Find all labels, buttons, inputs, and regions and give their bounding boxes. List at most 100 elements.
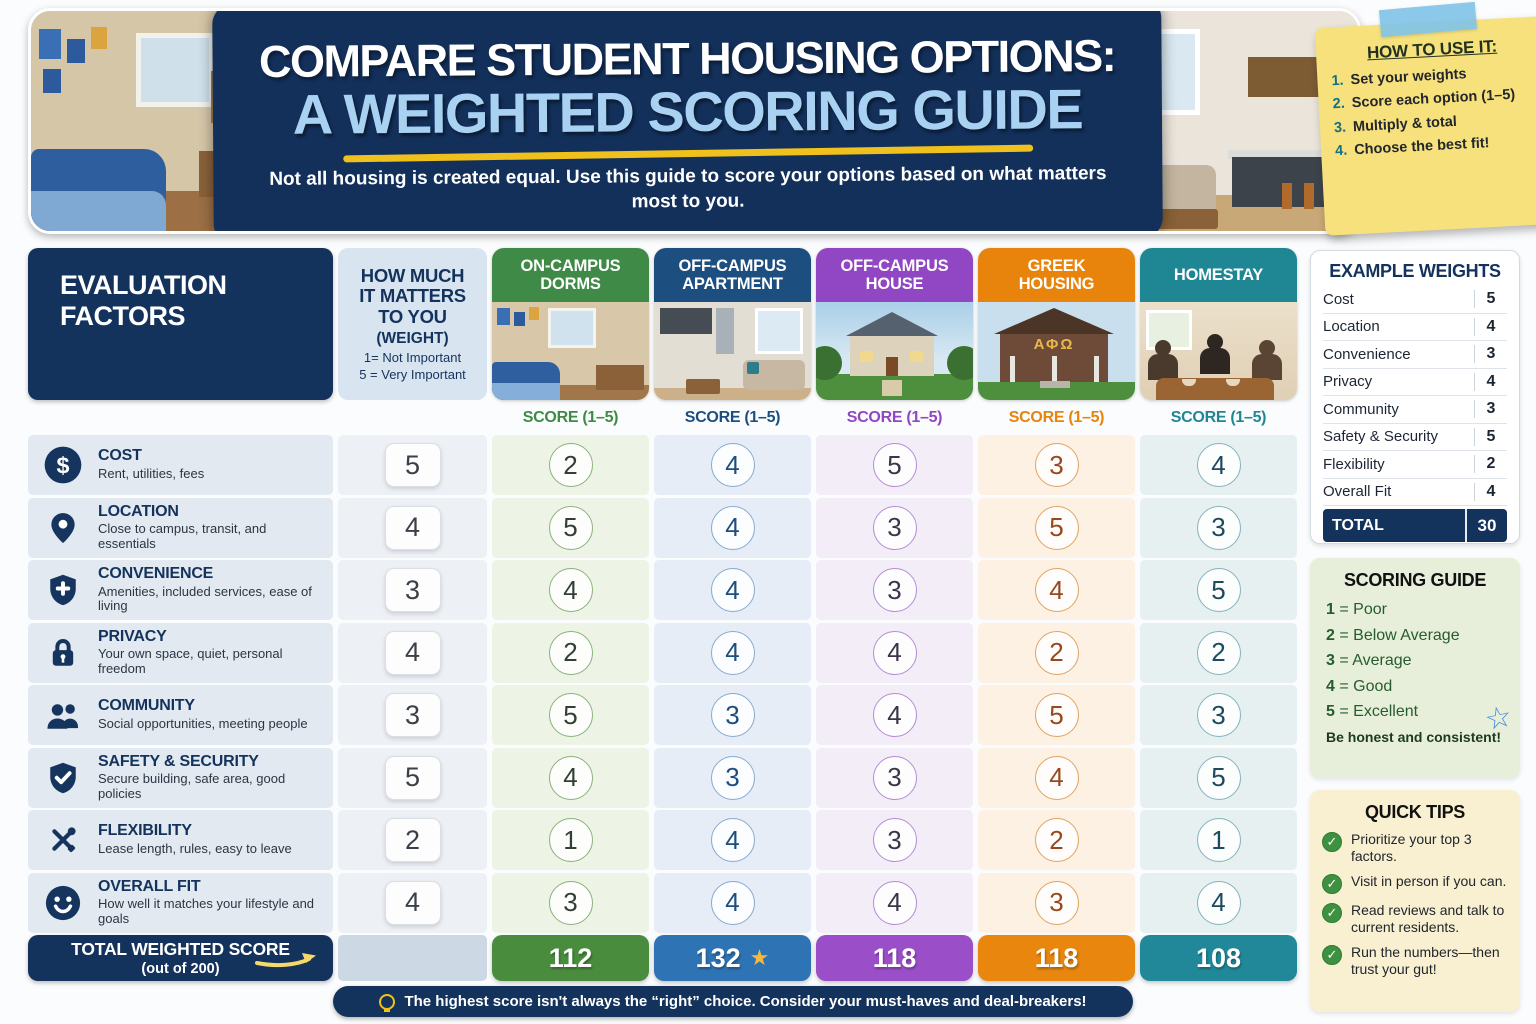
quick-tips-list: ✓ Prioritize your top 3 factors. ✓ Visit in… [1322, 831, 1508, 978]
score-range-label-off-campus-house: SCORE (1–5) [846, 408, 943, 426]
score-range-label-on-campus-dorms: SCORE (1–5) [522, 408, 619, 426]
score-cell-off-campus-house: 4 [816, 872, 973, 933]
score-cell-off-campus-apartment: 4 [654, 622, 811, 683]
example-weights-total-label: TOTAL [1332, 516, 1384, 534]
weight-cell: 2 [338, 810, 487, 870]
check-icon: ✓ [1322, 945, 1342, 966]
weight-value: 5 [384, 755, 441, 800]
people-icon [42, 696, 84, 734]
option-name: ON-CAMPUS DORMS [492, 248, 649, 302]
dollar-icon: $ [42, 445, 84, 485]
score-cell-off-campus-house: 3 [816, 497, 973, 558]
weight-value: 5 [384, 443, 441, 487]
weight-cell: 4 [338, 872, 487, 933]
quick-tip-text: Run the numbers—then trust your gut! [1351, 944, 1500, 978]
score-cell-off-campus-apartment: 4 [654, 497, 811, 558]
weight-header-line: IT MATTERS [359, 285, 466, 307]
option-column-header-greek-housing: GREEK HOUSING ΑΦΩ [978, 248, 1135, 400]
score-cell-homestay: 3 [1140, 685, 1297, 745]
score-cell-greek-housing: 5 [978, 685, 1135, 745]
weight-value: 4 [384, 630, 441, 675]
score-value: 5 [872, 443, 917, 487]
score-value: 3 [1196, 505, 1241, 550]
score-value: 2 [1034, 630, 1079, 675]
option-name: HOMESTAY [1140, 248, 1297, 302]
dorm-photo [492, 302, 649, 400]
yellow-underline [342, 144, 1033, 163]
score-cell-greek-housing: 4 [978, 747, 1135, 808]
factor-row: PRIVACY Your own space, quiet, personal f… [28, 622, 333, 683]
score-cell-on-campus-dorms: 2 [492, 622, 649, 683]
score-value: 3 [710, 755, 755, 800]
score-value: 3 [872, 755, 917, 800]
spacer [28, 403, 333, 433]
score-range-label-homestay: SCORE (1–5) [1170, 408, 1267, 426]
score-value: 3 [1196, 693, 1241, 737]
sticky-note-step: 1. Set your weights [1331, 66, 1467, 90]
score-cell-off-campus-apartment: 3 [654, 685, 811, 745]
score-cell-greek-housing: 2 [978, 622, 1135, 683]
score-value: 2 [548, 443, 593, 487]
example-weight-row: Convenience 3 [1323, 341, 1507, 369]
factor-name: FLEXIBILITY [98, 822, 192, 840]
example-weight-row: Overall Fit 4 [1323, 479, 1507, 506]
score-value: 5 [1034, 693, 1079, 737]
example-weight-row: Location 4 [1323, 314, 1507, 341]
page-title-line2: A WEIGHTED SCORING GUIDE [292, 77, 1083, 146]
weight-header-weight-label: (WEIGHT) [376, 330, 449, 348]
score-cell-homestay: 2 [1140, 622, 1297, 683]
score-cell-homestay: 1 [1140, 810, 1297, 870]
total-score-homestay: 108 [1140, 935, 1297, 981]
smiley-icon [42, 884, 84, 922]
how-to-use-sticky-note: HOW TO USE IT: 1. Set your weights 2. Score… [1314, 16, 1536, 236]
score-value: 3 [872, 505, 917, 550]
option-name: OFF-CAMPUS APARTMENT [654, 248, 811, 302]
factor-description: Close to campus, transit, and essentials [98, 521, 267, 551]
total-label-line1: TOTAL WEIGHTED SCORE [71, 939, 290, 959]
score-value: 3 [1034, 880, 1079, 925]
score-value: 4 [710, 818, 755, 862]
factor-name: PRIVACY [98, 627, 167, 645]
evaluation-factors-header: EVALUATION FACTORS [28, 248, 333, 400]
total-score-on-campus-dorms: 112 [492, 935, 649, 981]
option-column-header-homestay: HOMESTAY [1140, 248, 1297, 400]
weight-cell: 4 [338, 497, 487, 558]
footer-note-text: The highest score isn't always the “righ… [404, 993, 1087, 1010]
lightbulb-icon [379, 993, 396, 1012]
total-score-greek-housing: 118 [978, 935, 1135, 981]
example-weight-row: Cost 5 [1323, 286, 1507, 314]
factor-description: Lease length, rules, easy to leave [98, 841, 292, 857]
score-cell-off-campus-apartment: 4 [654, 435, 811, 495]
factor-row: $ COST Rent, utilities, fees [28, 435, 333, 495]
sticky-note-title: HOW TO USE IT: [1366, 36, 1498, 63]
score-value: 4 [872, 693, 917, 737]
scoring-table: EVALUATION FACTORS HOW MUCH IT MATTERS TO Y… [28, 248, 1297, 981]
quick-tip: ✓ Prioritize your top 3 factors. [1322, 831, 1508, 865]
option-column-header-off-campus-house: OFF-CAMPUS HOUSE [816, 248, 973, 400]
score-value: 5 [1034, 505, 1079, 550]
score-cell-on-campus-dorms: 4 [492, 560, 649, 620]
quick-tip-text: Read reviews and talk to current residen… [1351, 902, 1505, 936]
score-cell-homestay: 3 [1140, 497, 1297, 558]
score-cell-homestay: 5 [1140, 747, 1297, 808]
score-value: 2 [1196, 630, 1241, 675]
example-weights-title: EXAMPLE WEIGHTS [1329, 261, 1501, 281]
footer-note: The highest score isn't always the “righ… [333, 986, 1133, 1017]
shield-check-icon [42, 760, 84, 796]
quick-tips-title: QUICK TIPS [1364, 802, 1465, 822]
weight-cell: 5 [338, 747, 487, 808]
sticky-note-step: 3. Multiply & total [1333, 113, 1458, 137]
factor-row: SAFETY & SECURITY Secure building, safe a… [28, 747, 333, 808]
option-name: GREEK HOUSING [978, 248, 1135, 302]
factor-name: SAFETY & SECURITY [98, 752, 259, 770]
score-value: 4 [548, 755, 593, 800]
check-icon: ✓ [1322, 832, 1342, 852]
factor-description: Amenities, included services, ease of li… [98, 583, 312, 614]
spacer [338, 403, 487, 433]
quick-tip-text: Prioritize your top 3 factors. [1351, 831, 1472, 865]
score-cell-homestay: 5 [1140, 560, 1297, 620]
homestay-photo [1140, 302, 1297, 400]
score-value: 4 [710, 443, 755, 487]
quick-tip: ✓ Visit in person if you can. [1322, 873, 1508, 895]
yellow-arrow-icon [255, 952, 319, 973]
